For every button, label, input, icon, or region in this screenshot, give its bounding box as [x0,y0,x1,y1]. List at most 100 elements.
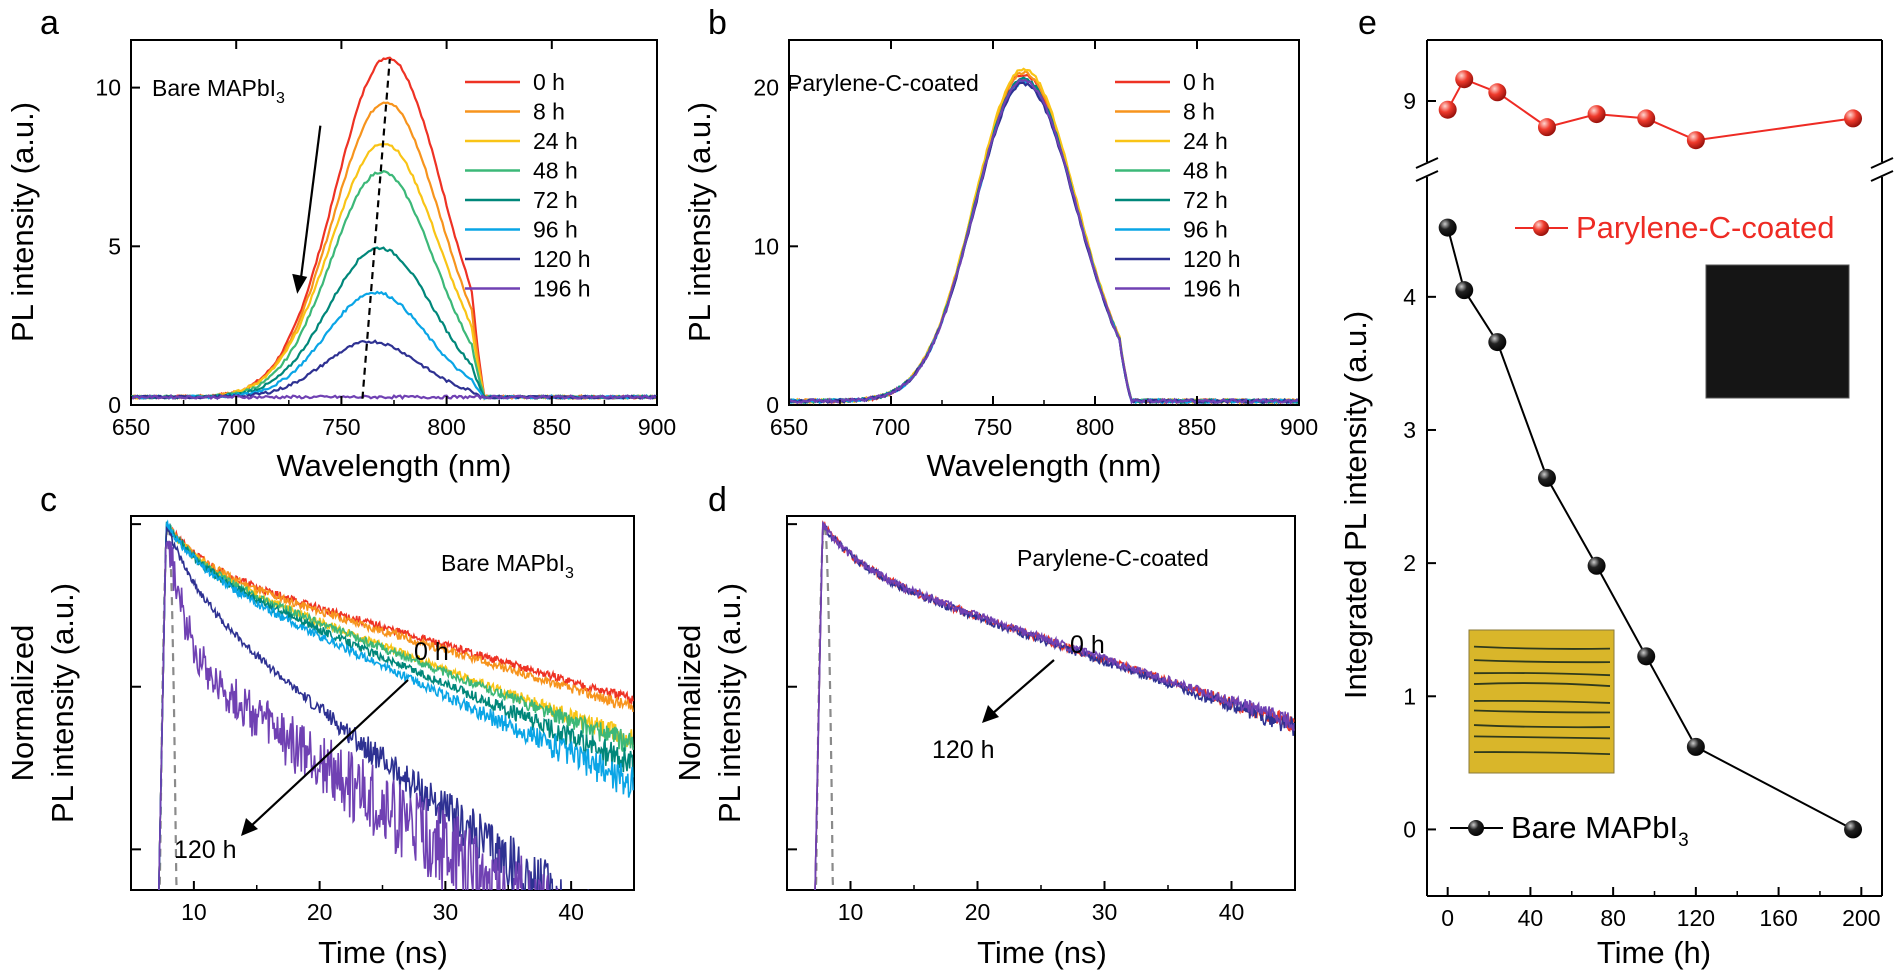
c-xtick-label: 20 [307,899,333,925]
panel-c-end-label: 120 h [174,836,237,864]
a-spectrum-96h [131,290,657,400]
e-point-bare [1637,647,1656,666]
photo-bare-film [1468,629,1615,774]
e-ytick-label-upper: 9 [1403,88,1416,114]
c-decay-8h [158,524,634,890]
panel-e-ylabel: Integrated PL intensity (a.u.) [1338,311,1373,699]
b-spectrum-196h [789,78,1299,405]
a-time-arrow-line [299,125,322,285]
e-ytick-label: 4 [1403,284,1416,310]
panel-d: 10 20 30 40 Parylene-C-coated 0 h 120 h Tim… [672,515,1296,970]
panel-a: 650 700 750 800 850 900 0 5 10 Bare MAPbI3 0 h 8 … [5,39,676,483]
panel-e-series [1438,70,1863,839]
photo-streak [1473,724,1611,729]
e-point-coated [1587,105,1606,124]
c-decay-120h [158,525,590,890]
a-xtick-label: 850 [533,414,571,440]
b-legend-label: 8 h [1183,99,1215,125]
a-xtick-label: 650 [112,414,150,440]
a-legend-label: 0 h [533,69,565,95]
panel-c-xlabel: Time (ns) [318,935,448,970]
e-xtick-label: 160 [1759,905,1797,931]
panel-b-xlabel: Wavelength (nm) [927,448,1162,483]
a-legend-label: 96 h [533,217,578,243]
e-line-bare [1446,227,1854,831]
panel-c-time-arrow [241,679,409,836]
a-xtick-label: 700 [217,414,255,440]
c-xtick-label: 30 [433,899,459,925]
e-point-coated [1637,109,1656,128]
panel-d-ylabel-line2: PL intensity (a.u.) [712,583,747,823]
panel-c-sample-label: Bare MAPbI3 [441,550,574,582]
photo-coated-film [1705,264,1850,399]
panel-c-curves [158,519,634,890]
d-xtick-label: 40 [1219,899,1245,925]
panel-b-ylabel: PL intensity (a.u.) [682,102,717,342]
e-ytick-label: 0 [1403,816,1416,842]
photo-streak [1473,735,1611,740]
d-decay-196h [814,521,1295,890]
panel-b-ticks: 650 700 750 800 850 900 0 10 20 [753,40,1318,440]
c-xtick-label: 10 [181,899,207,925]
a-legend-label: 72 h [533,187,578,213]
panel-a-sample-label: Bare MAPbI3 [152,75,285,107]
d-xtick-label: 30 [1092,899,1118,925]
e-point-bare [1686,737,1705,756]
panel-e-axis-break [1415,157,1894,182]
a-ytick-label: 10 [95,75,121,101]
a-time-arrow-head [292,273,308,294]
b-ytick-label: 10 [753,233,779,259]
photo-streak [1473,682,1611,687]
panel-d-time-arrow [982,659,1055,723]
e-xtick-label: 200 [1842,905,1880,931]
e-ytick-label: 2 [1403,550,1416,576]
panel-d-ticks: 10 20 30 40 [787,523,1245,925]
panel-a-legend: 0 h 8 h 24 h 48 h 72 h 96 h 120 h 196 h [465,69,591,302]
a-legend-label: 24 h [533,128,578,154]
panel-c-ticks: 10 20 30 40 [131,523,584,925]
e-ytick-label: 1 [1403,683,1416,709]
panel-a-curves [131,56,657,401]
panel-e-ticks: 0 40 80 120 160 200 0 1 2 3 4 9 [1403,88,1880,931]
a-ytick-label: 0 [108,392,121,418]
a-xtick-label: 800 [427,414,465,440]
e-point-bare [1488,333,1507,352]
e-line-coated [1446,77,1854,142]
c-decay-196h [158,540,559,890]
c-decay-96h [158,519,634,890]
panel-d-frame [786,515,1296,891]
panel-c: 10 20 30 40 Bare MAPbI3 0 h 120 h Time (ns)… [5,515,635,970]
e-point-coated [1844,109,1863,128]
panel-letter-a: a [40,4,59,42]
a-spectrum-120h [131,339,657,401]
c-decay-24h [158,524,634,890]
b-legend-label: 120 h [1183,246,1241,272]
panel-d-end-label: 120 h [932,736,995,764]
panel-d-sample-label: Parylene-C-coated [1017,545,1209,571]
b-legend-label: 196 h [1183,276,1241,302]
panel-letter-c: c [40,481,57,519]
panel-letter-b: b [708,4,727,42]
d-xtick-label: 10 [838,899,864,925]
panel-e-xlabel: Time (h) [1597,935,1711,970]
panel-b-legend: 0 h 8 h 24 h 48 h 72 h 96 h 120 h 196 h [1115,69,1241,302]
a-spectrum-196h [131,393,657,401]
panel-d-start-label: 0 h [1070,631,1105,659]
panel-e-legend-coated: Parylene-C-coated [1515,210,1834,245]
b-xtick-label: 800 [1076,414,1114,440]
e-point-coated [1537,118,1556,137]
a-peak-trend-line [361,58,391,399]
a-xtick-label: 750 [322,414,360,440]
e-point-bare [1537,468,1556,487]
photo-streak [1473,672,1611,677]
panel-e: 0 40 80 120 160 200 0 1 2 3 4 9 Parylene-C-coated B… [1338,39,1894,970]
e-point-bare [1455,281,1474,300]
legend-bare-label: Bare MAPbI3 [1511,810,1689,851]
e-ytick-label: 3 [1403,417,1416,443]
panel-b-curves [789,67,1299,405]
e-point-bare [1844,820,1863,839]
a-xtick-label: 900 [638,414,676,440]
b-legend-label: 96 h [1183,217,1228,243]
panel-c-ylabel-line2: PL intensity (a.u.) [45,583,80,823]
photo-streak [1473,659,1611,664]
